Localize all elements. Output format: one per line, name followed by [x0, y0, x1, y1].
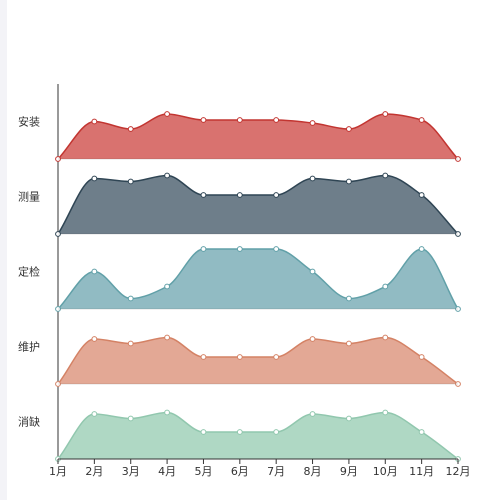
data-point	[418, 354, 425, 360]
data-point	[273, 246, 280, 252]
data-point	[127, 295, 134, 302]
x-tick-label: 10月	[373, 465, 398, 478]
series-area	[58, 175, 458, 234]
data-point	[55, 381, 61, 387]
data-point	[418, 429, 425, 435]
data-point	[346, 295, 352, 302]
data-point	[91, 411, 98, 417]
data-point	[55, 306, 61, 312]
data-point	[382, 283, 389, 290]
series-4: 维护	[18, 334, 461, 387]
data-point	[309, 336, 316, 342]
data-point	[236, 117, 243, 123]
x-tick-label: 11月	[409, 465, 434, 478]
data-point	[346, 415, 352, 422]
series-area	[58, 337, 458, 384]
x-tick-label: 12月	[446, 465, 471, 478]
data-point	[200, 246, 207, 252]
series-line	[57, 411, 459, 460]
data-point	[91, 118, 98, 125]
data-point	[127, 178, 134, 185]
data-point	[418, 192, 425, 198]
data-point	[91, 336, 98, 342]
data-point	[418, 117, 425, 123]
data-point	[200, 117, 207, 123]
series-label: 测量	[18, 191, 40, 204]
x-tick-label: 9月	[340, 465, 358, 478]
x-tick-label: 2月	[85, 465, 103, 478]
data-point	[273, 429, 280, 435]
data-point	[200, 192, 207, 198]
series-area	[58, 114, 458, 159]
data-point	[382, 409, 389, 416]
data-point	[346, 178, 352, 185]
series-1: 安装	[18, 111, 461, 162]
left-edge-strip	[0, 0, 7, 500]
data-point	[236, 192, 243, 198]
data-point	[236, 429, 243, 435]
data-point	[200, 354, 207, 360]
data-point	[273, 354, 280, 360]
data-point	[309, 175, 316, 182]
data-point	[91, 175, 98, 182]
series-2: 测量	[18, 172, 461, 237]
x-tick-label: 7月	[267, 465, 285, 478]
series-label: 安装	[18, 115, 40, 129]
data-point	[200, 429, 207, 435]
series-line	[57, 113, 459, 160]
data-point	[382, 172, 389, 179]
data-point	[164, 172, 170, 179]
data-point	[236, 246, 243, 252]
data-point	[455, 156, 461, 162]
data-point	[455, 231, 461, 237]
data-point	[91, 268, 98, 275]
x-tick-label: 5月	[194, 465, 212, 478]
data-point	[382, 334, 389, 341]
series-area	[58, 412, 458, 459]
data-point	[418, 246, 425, 252]
data-point	[273, 192, 280, 198]
data-point	[236, 354, 243, 360]
data-point	[55, 156, 61, 162]
data-point	[455, 381, 461, 387]
data-point	[164, 283, 170, 290]
series-line	[57, 336, 459, 385]
series-area	[58, 249, 458, 309]
series-label: 定检	[18, 265, 40, 279]
data-point	[164, 111, 170, 117]
data-point	[346, 340, 352, 347]
data-point	[346, 126, 352, 132]
data-point	[127, 340, 134, 347]
data-point	[164, 334, 170, 341]
data-point	[382, 111, 389, 117]
series-5: 消缺	[18, 409, 461, 462]
x-tick-label: 3月	[122, 465, 140, 478]
data-point	[273, 117, 280, 123]
x-tick-label: 4月	[158, 465, 176, 478]
data-point	[127, 126, 134, 132]
data-point	[164, 409, 170, 416]
x-tick-label: 6月	[231, 465, 249, 478]
series-3: 定检	[18, 246, 461, 312]
data-point	[309, 120, 316, 126]
series-label: 消缺	[18, 415, 40, 429]
data-point	[455, 306, 461, 312]
data-point	[127, 415, 134, 422]
data-point	[309, 268, 316, 275]
data-point	[55, 231, 61, 237]
x-tick-label: 8月	[304, 465, 322, 478]
series-label: 维护	[18, 340, 40, 354]
data-point	[309, 411, 316, 417]
x-tick-label: 1月	[49, 465, 67, 478]
